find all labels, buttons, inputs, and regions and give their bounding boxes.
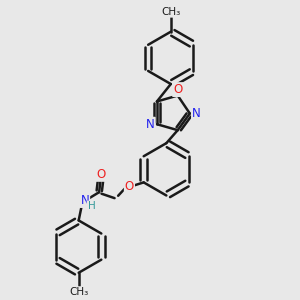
Text: N: N <box>80 194 89 207</box>
Text: O: O <box>96 168 105 181</box>
Text: CH₃: CH₃ <box>161 7 180 17</box>
Text: N: N <box>192 107 201 120</box>
Text: O: O <box>173 83 182 96</box>
Text: CH₃: CH₃ <box>69 287 88 297</box>
Text: H: H <box>88 202 95 212</box>
Text: O: O <box>125 180 134 194</box>
Text: N: N <box>146 118 155 131</box>
